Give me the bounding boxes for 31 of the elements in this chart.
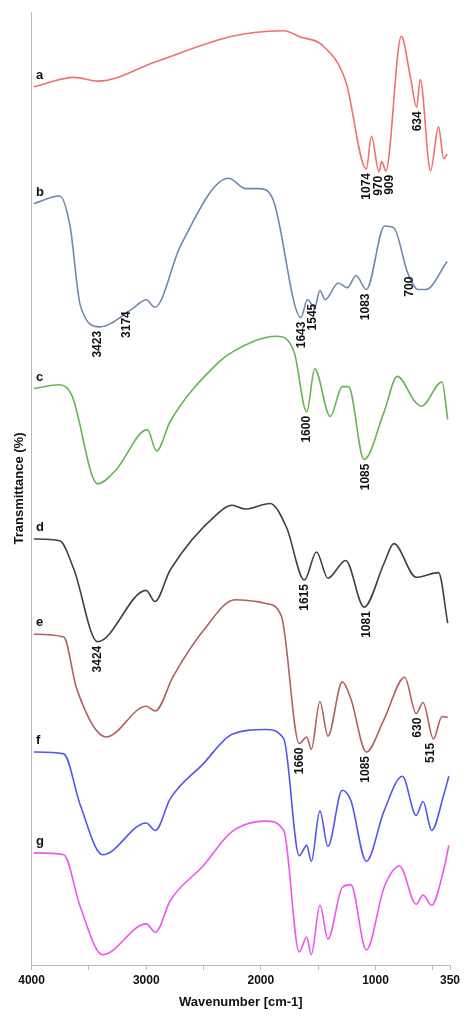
annotation: 634 [409, 110, 424, 132]
x-tick-label: 3000 [132, 972, 160, 987]
annotation: 1600 [299, 415, 314, 443]
annotation: 515 [423, 742, 438, 763]
annotation: 630 [410, 717, 425, 738]
annotation: 3174 [118, 310, 133, 338]
annotation: 1660 [292, 747, 307, 775]
series-label: d [35, 519, 44, 535]
annotation: 1615 [297, 583, 312, 611]
annotation: 1085 [358, 463, 373, 491]
series-label: b [35, 183, 44, 199]
annotation: 1085 [358, 755, 373, 783]
annotation: 3423 [90, 330, 105, 358]
annotation: 700 [402, 276, 417, 297]
annotation: 1545 [305, 303, 320, 331]
x-axis-title: Wavenumber [cm-1] [178, 993, 303, 1009]
annotation: 1081 [358, 610, 373, 638]
series-label: a [35, 66, 44, 82]
series-label: c [35, 368, 44, 384]
x-tick-label: 1000 [362, 972, 390, 987]
series-label: g [35, 832, 44, 848]
x-tick-label: 4000 [18, 972, 46, 987]
y-axis-title: Transmittance (%) [11, 432, 27, 545]
annotation: 1074 [359, 172, 374, 200]
annotation: 1083 [358, 293, 373, 321]
series-label: e [35, 614, 44, 630]
x-tick-label: 350 [439, 972, 461, 987]
annotation: 909 [382, 174, 397, 195]
x-tick-label: 2000 [247, 972, 275, 987]
annotation: 3424 [89, 645, 104, 673]
series-label: f [35, 732, 41, 748]
